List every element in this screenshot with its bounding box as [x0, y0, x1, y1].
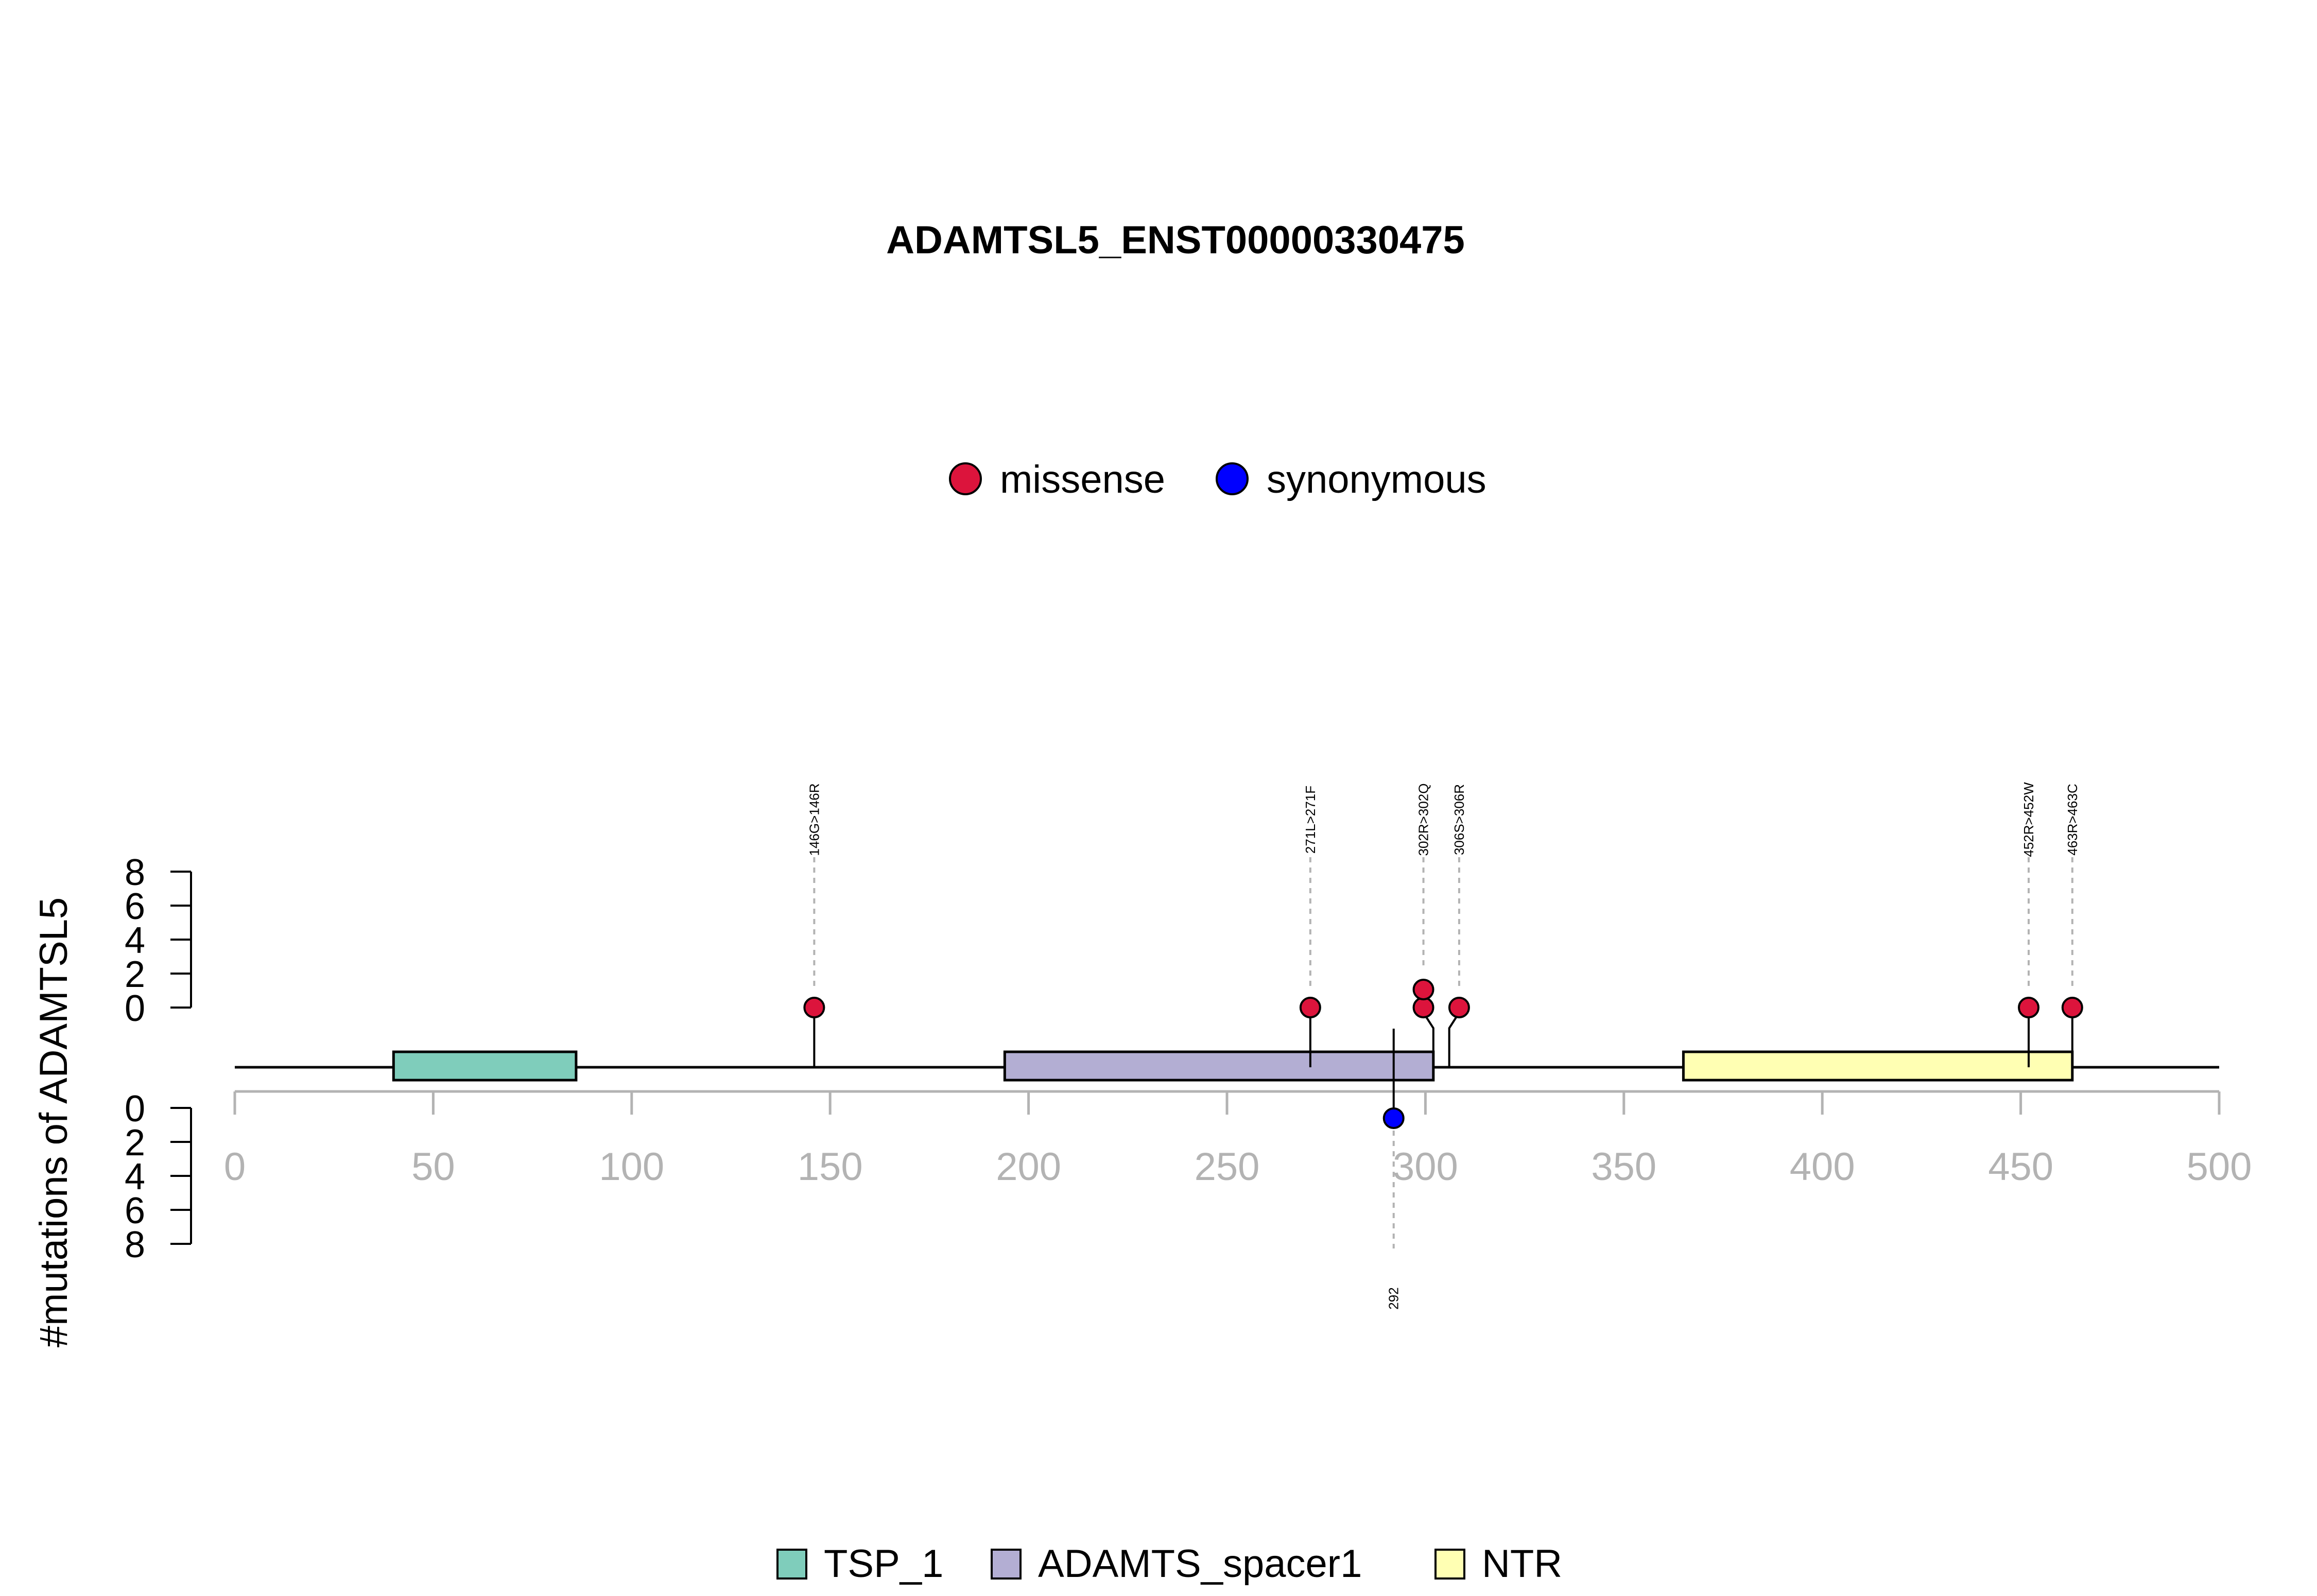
- legend-label-NTR: NTR: [1482, 1542, 1562, 1586]
- legend-box-ADAMTS_spacer1: [991, 1549, 1022, 1580]
- x-tick-label: 350: [1591, 1145, 1656, 1189]
- mutation-label: 463R>463C: [2065, 784, 2080, 856]
- mutation-head-missense: [1412, 997, 1434, 1018]
- legend-label-TSP_1: TSP_1: [824, 1542, 943, 1586]
- x-tick-label: 50: [411, 1145, 455, 1189]
- legend-box-NTR: [1434, 1549, 1465, 1580]
- mutation-label: 302R>302Q: [1416, 784, 1431, 856]
- upper-y-tick-label: 8: [125, 852, 145, 893]
- x-tick-label: 450: [1988, 1145, 2053, 1189]
- mutation-legend: missense synonymous: [949, 458, 1486, 501]
- x-tick-label: 0: [224, 1145, 246, 1189]
- upper-y-tick-label: 2: [125, 954, 145, 995]
- domain-NTR: [1682, 1050, 2074, 1082]
- legend-label-synonymous: synonymous: [1267, 458, 1486, 501]
- legend-label-ADAMTS_spacer1: ADAMTS_spacer1: [1038, 1542, 1362, 1586]
- mutation-label: 452R>452W: [2021, 782, 2036, 857]
- mutation-label: 306S>306R: [1451, 784, 1467, 855]
- upper-y-tick-label: 6: [125, 886, 145, 927]
- x-tick-label: 150: [798, 1145, 863, 1189]
- legend-label-missense: missense: [1000, 458, 1165, 501]
- x-tick-label: 400: [1790, 1145, 1855, 1189]
- lower-y-tick-label: 2: [125, 1122, 145, 1164]
- x-tick-label: 200: [996, 1145, 1061, 1189]
- domain-TSP_1: [392, 1050, 578, 1082]
- mutation-head-missense: [2018, 997, 2040, 1018]
- legend-box-TSP_1: [776, 1549, 807, 1580]
- mutation-label: 292: [1386, 1287, 1402, 1309]
- lower-y-tick-label: 8: [125, 1224, 145, 1265]
- domain-legend: TSP_1 ADAMTS_spacer1 NTR: [776, 1542, 1562, 1586]
- chart-title: ADAMTSL5_ENST00000330475: [886, 218, 1465, 262]
- domain-boxes: [392, 1050, 2074, 1082]
- mutation-head-missense: [803, 997, 825, 1018]
- domain-ADAMTS_spacer1: [1003, 1050, 1435, 1082]
- mutation-head-missense: [1412, 979, 1434, 1000]
- y-axis-label: #mutations of ADAMTSL5: [32, 897, 76, 1347]
- mutation-label: 146G>146R: [806, 784, 822, 856]
- lower-y-tick-label: 6: [125, 1190, 145, 1231]
- upper-y-tick-label: 0: [125, 988, 145, 1029]
- legend-marker-missense: [949, 462, 982, 495]
- x-tick-label: 300: [1393, 1145, 1458, 1189]
- x-axis: 0 50 100 150 200 250 300 350 400 450 500: [224, 1090, 2252, 1189]
- mutation-label: 271L>271F: [1303, 786, 1318, 854]
- mutation-head-missense: [1299, 997, 1321, 1018]
- lower-y-tick-label: 4: [125, 1156, 145, 1198]
- legend-marker-synonymous: [1216, 462, 1249, 495]
- mutation-lollipops: 146G>146R 271L>271F 302R>302Q 306S>306R 452R…: [803, 782, 2083, 1310]
- mutation-head-synonymous: [1382, 1107, 1405, 1129]
- upper-y-tick-label: 4: [125, 920, 145, 961]
- mutation-head-missense: [2061, 997, 2083, 1018]
- mutation-head-missense: [1448, 997, 1470, 1018]
- x-tick-label: 100: [599, 1145, 664, 1189]
- x-tick-label: 500: [2187, 1145, 2252, 1189]
- lower-y-tick-label: 0: [125, 1088, 145, 1130]
- x-tick-label: 250: [1195, 1145, 1260, 1189]
